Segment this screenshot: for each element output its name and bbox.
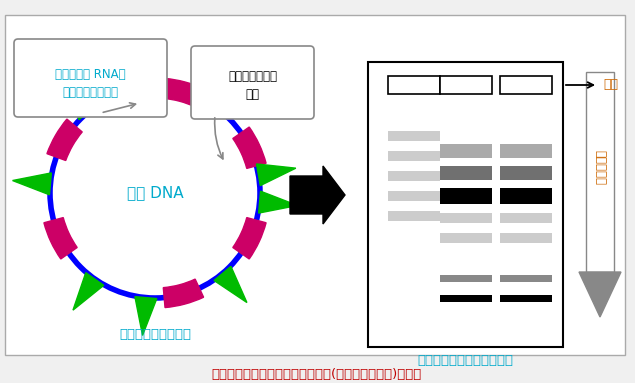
- Wedge shape: [47, 119, 82, 160]
- Bar: [500, 166, 552, 180]
- Text: 電気泳動による断片の分離: 電気泳動による断片の分離: [417, 355, 514, 368]
- Bar: [440, 166, 492, 180]
- Bar: [500, 76, 552, 94]
- Bar: [388, 76, 440, 94]
- Bar: [5, 15, 625, 355]
- Polygon shape: [13, 173, 51, 195]
- Bar: [388, 191, 440, 201]
- Wedge shape: [233, 218, 266, 259]
- Polygon shape: [579, 272, 621, 317]
- Bar: [440, 275, 492, 282]
- Polygon shape: [106, 59, 130, 98]
- Text: 制限酵素による切断: 制限酵素による切断: [119, 329, 191, 342]
- Text: 泳動の方向: 泳動の方向: [594, 149, 606, 185]
- Wedge shape: [163, 79, 204, 107]
- Bar: [440, 76, 492, 94]
- Text: コードする遺伝子: コードする遺伝子: [62, 85, 119, 98]
- Text: 図１　遺伝子を用いたタイピング(リボタイピング)の原理: 図１ 遺伝子を用いたタイピング(リボタイピング)の原理: [212, 368, 422, 380]
- Bar: [586, 72, 614, 272]
- Bar: [440, 188, 492, 204]
- Polygon shape: [63, 83, 96, 119]
- FancyBboxPatch shape: [14, 39, 167, 117]
- Polygon shape: [257, 164, 296, 186]
- Polygon shape: [214, 266, 247, 303]
- Bar: [440, 295, 492, 302]
- Bar: [368, 62, 563, 347]
- FancyBboxPatch shape: [191, 46, 314, 119]
- FancyArrow shape: [290, 166, 345, 224]
- Bar: [388, 151, 440, 161]
- Polygon shape: [258, 191, 297, 213]
- Bar: [440, 213, 492, 223]
- Polygon shape: [206, 76, 237, 113]
- Bar: [440, 144, 492, 157]
- Bar: [500, 295, 552, 302]
- Text: 原点: 原点: [603, 79, 618, 92]
- Bar: [388, 171, 440, 181]
- Bar: [500, 188, 552, 204]
- Text: 細菌 DNA: 細菌 DNA: [127, 185, 184, 200]
- Wedge shape: [233, 127, 266, 169]
- Bar: [500, 233, 552, 243]
- Bar: [440, 233, 492, 243]
- Wedge shape: [44, 218, 77, 259]
- Bar: [388, 131, 440, 141]
- Wedge shape: [163, 279, 204, 308]
- Text: 制限酵素による: 制限酵素による: [228, 70, 277, 83]
- Polygon shape: [135, 297, 157, 336]
- Bar: [500, 213, 552, 223]
- Bar: [388, 211, 440, 221]
- Bar: [500, 144, 552, 157]
- Bar: [500, 275, 552, 282]
- Polygon shape: [73, 273, 104, 310]
- Text: リボソーム RNAを: リボソーム RNAを: [55, 69, 126, 82]
- Text: 切断: 切断: [246, 88, 260, 101]
